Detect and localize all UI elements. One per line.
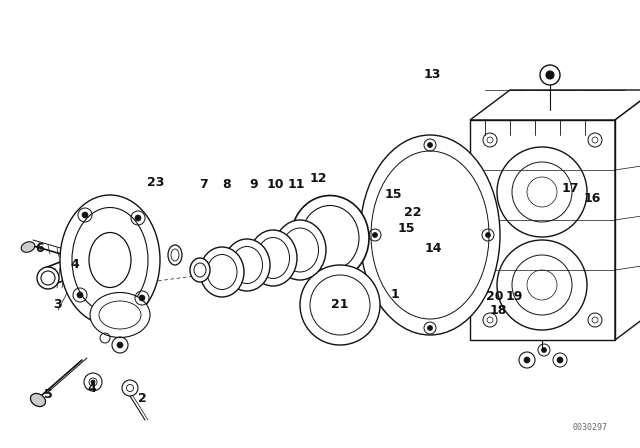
Ellipse shape (168, 245, 182, 265)
Circle shape (428, 326, 433, 331)
Circle shape (428, 142, 433, 147)
Text: 15: 15 (384, 189, 402, 202)
Polygon shape (615, 90, 640, 340)
Text: 18: 18 (490, 303, 507, 316)
Text: 6: 6 (36, 241, 44, 254)
Text: 12: 12 (309, 172, 327, 185)
Circle shape (89, 378, 97, 386)
Circle shape (541, 348, 547, 353)
Text: 19: 19 (506, 289, 523, 302)
Ellipse shape (60, 195, 160, 325)
Ellipse shape (291, 195, 369, 280)
Text: 5: 5 (44, 388, 52, 401)
Circle shape (546, 71, 554, 79)
Circle shape (82, 212, 88, 218)
Circle shape (117, 342, 123, 348)
Text: 16: 16 (583, 191, 601, 204)
Ellipse shape (31, 393, 45, 406)
Ellipse shape (190, 258, 210, 282)
Text: 14: 14 (424, 241, 442, 254)
Text: 9: 9 (250, 178, 259, 191)
Text: 4: 4 (88, 382, 97, 395)
Text: 10: 10 (266, 178, 284, 191)
Text: 13: 13 (423, 69, 441, 82)
Text: 4: 4 (70, 258, 79, 271)
Text: 1: 1 (390, 289, 399, 302)
Text: 20: 20 (486, 289, 504, 302)
Text: 3: 3 (54, 298, 62, 311)
Circle shape (557, 357, 563, 363)
Circle shape (372, 233, 378, 237)
Circle shape (139, 295, 145, 301)
Ellipse shape (274, 220, 326, 280)
Text: 15: 15 (397, 221, 415, 234)
Text: 17: 17 (561, 181, 579, 194)
Ellipse shape (224, 239, 270, 291)
Ellipse shape (249, 230, 297, 286)
Text: 23: 23 (147, 176, 164, 189)
Polygon shape (470, 90, 640, 120)
Circle shape (135, 215, 141, 221)
Text: 8: 8 (223, 178, 231, 191)
Ellipse shape (360, 135, 500, 335)
Circle shape (77, 292, 83, 298)
Ellipse shape (21, 242, 35, 252)
Text: 0030297: 0030297 (573, 423, 607, 432)
Circle shape (486, 233, 490, 237)
Text: 22: 22 (404, 206, 422, 219)
Ellipse shape (90, 293, 150, 337)
Text: 11: 11 (287, 178, 305, 191)
Circle shape (91, 380, 95, 384)
Bar (470, 120, 615, 340)
Text: 7: 7 (200, 178, 209, 191)
Ellipse shape (200, 247, 244, 297)
Circle shape (524, 357, 530, 363)
Circle shape (127, 384, 134, 392)
Ellipse shape (300, 265, 380, 345)
Text: 21: 21 (332, 298, 349, 311)
Ellipse shape (37, 267, 59, 289)
Text: 2: 2 (138, 392, 147, 405)
